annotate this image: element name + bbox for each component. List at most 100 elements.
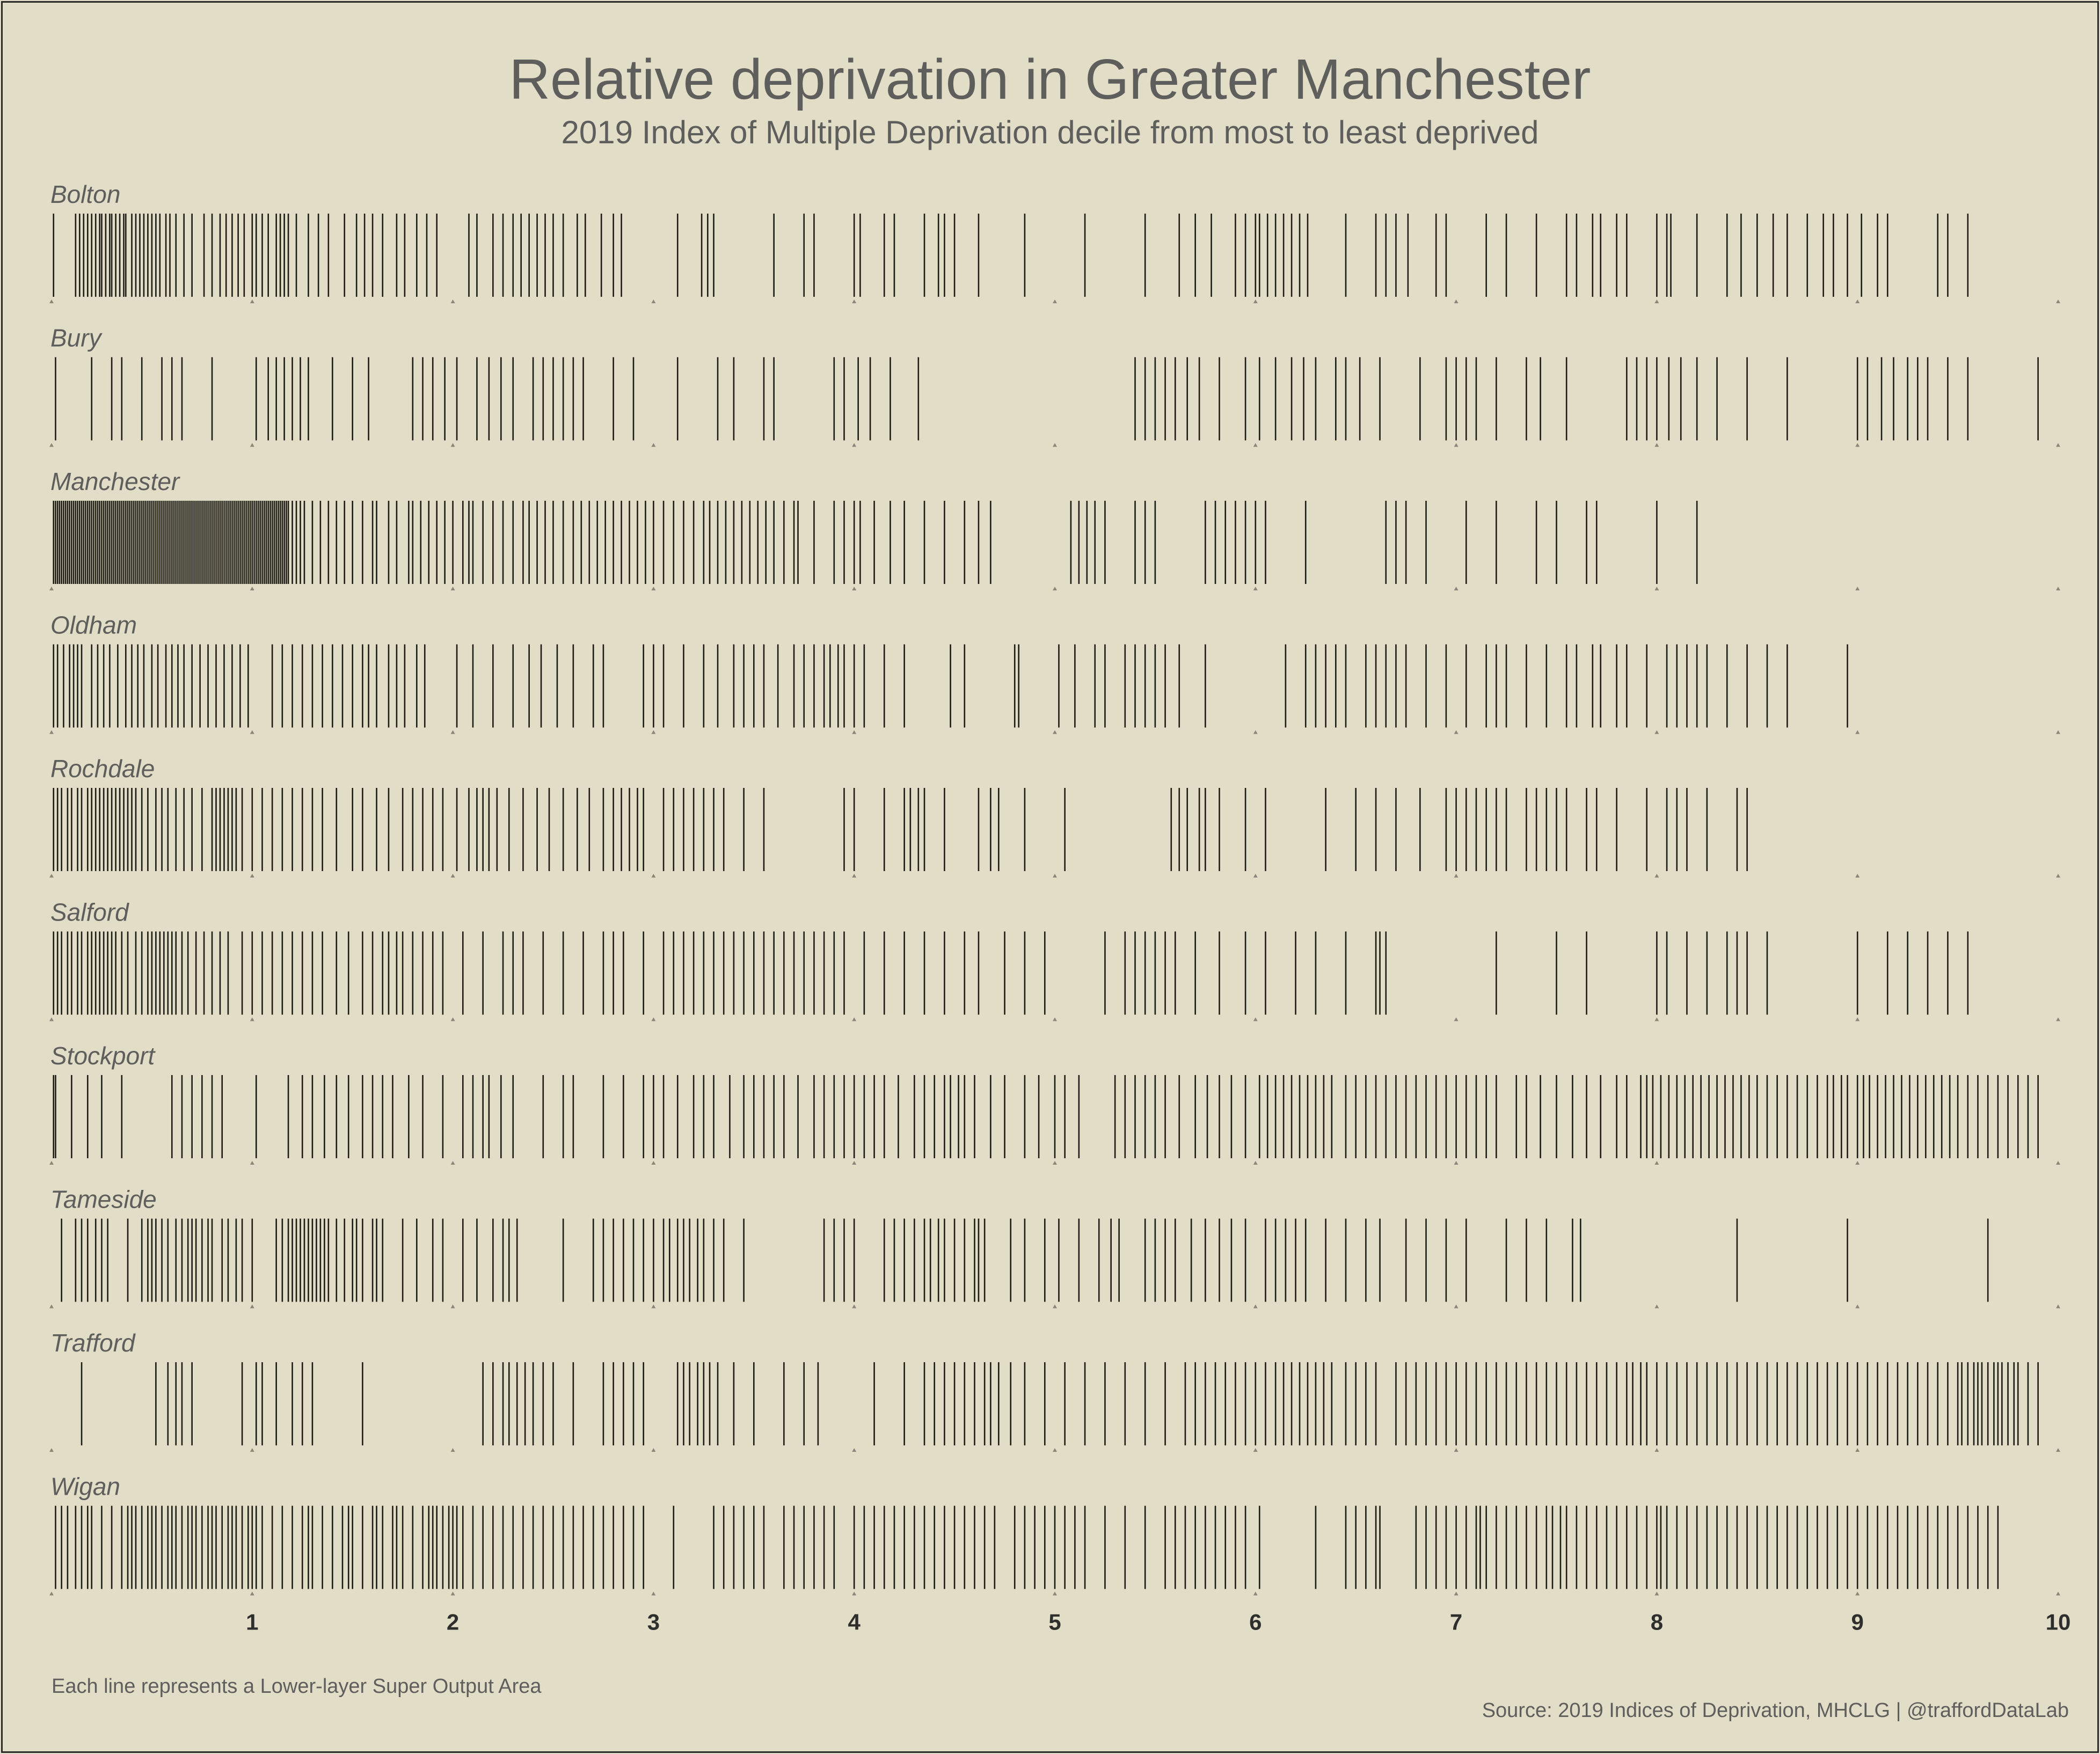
axis-tick-mark bbox=[1654, 587, 1659, 590]
axis-tick-mark bbox=[1654, 299, 1659, 303]
axis-tick-mark bbox=[1053, 1448, 1057, 1452]
axis-tick-mark bbox=[1454, 443, 1459, 447]
axis-tick-mark bbox=[1654, 1591, 1659, 1596]
x-tick-label: 7 bbox=[1450, 1610, 1462, 1635]
axis-tick-mark bbox=[2056, 1304, 2060, 1309]
axis-tick-mark bbox=[1855, 1591, 1860, 1596]
facet-label: Bury bbox=[50, 324, 103, 352]
axis-tick-mark bbox=[2056, 1448, 2060, 1452]
facet-salford: Salford bbox=[49, 898, 2060, 1021]
axis-tick-mark bbox=[1855, 874, 1860, 878]
axis-tick-mark bbox=[450, 1017, 455, 1021]
facet-label: Oldham bbox=[50, 611, 137, 639]
axis-tick-mark bbox=[651, 1591, 656, 1596]
chart-caption: Each line represents a Lower-layer Super… bbox=[52, 1675, 542, 1698]
axis-tick-mark bbox=[651, 1161, 656, 1165]
axis-tick-mark bbox=[1053, 1161, 1057, 1165]
axis-tick-mark bbox=[852, 1017, 857, 1021]
axis-tick-mark bbox=[1654, 1161, 1659, 1165]
facet-trafford: Trafford bbox=[49, 1329, 2060, 1452]
x-tick-label: 8 bbox=[1651, 1610, 1663, 1635]
axis-tick-mark bbox=[49, 730, 54, 734]
facet-tameside: Tameside bbox=[49, 1186, 2060, 1309]
axis-tick-mark bbox=[450, 587, 455, 590]
axis-tick-mark bbox=[1855, 1304, 1860, 1309]
axis-tick-mark bbox=[49, 587, 54, 590]
axis-tick-mark bbox=[1053, 443, 1057, 447]
x-tick-label: 1 bbox=[246, 1610, 258, 1635]
axis-tick-mark bbox=[1654, 1017, 1659, 1021]
facet-rochdale: Rochdale bbox=[49, 755, 2060, 878]
facet-label: Bolton bbox=[50, 180, 120, 208]
axis-tick-mark bbox=[1454, 1017, 1459, 1021]
axis-tick-mark bbox=[1253, 874, 1258, 878]
axis-tick-mark bbox=[651, 730, 656, 734]
axis-tick-mark bbox=[250, 1017, 254, 1021]
axis-tick-mark bbox=[852, 730, 857, 734]
axis-tick-mark bbox=[250, 874, 254, 878]
axis-tick-mark bbox=[250, 1448, 254, 1452]
x-tick-label: 5 bbox=[1048, 1610, 1061, 1635]
axis-tick-mark bbox=[2056, 730, 2060, 734]
axis-tick-mark bbox=[1855, 1448, 1860, 1452]
axis-tick-mark bbox=[49, 1591, 54, 1596]
x-tick-label: 10 bbox=[2046, 1610, 2071, 1635]
axis-tick-mark bbox=[250, 1304, 254, 1309]
axis-tick-mark bbox=[651, 1017, 656, 1021]
axis-tick-mark bbox=[1253, 443, 1258, 447]
axis-tick-mark bbox=[1654, 874, 1659, 878]
axis-tick-mark bbox=[1654, 730, 1659, 734]
axis-tick-mark bbox=[1454, 1591, 1459, 1596]
axis-tick-mark bbox=[250, 443, 254, 447]
axis-tick-mark bbox=[1053, 299, 1057, 303]
axis-tick-mark bbox=[1053, 1591, 1057, 1596]
axis-tick-mark bbox=[1053, 1304, 1057, 1309]
facet-bolton: Bolton bbox=[49, 180, 2060, 303]
axis-tick-mark bbox=[49, 1304, 54, 1309]
axis-tick-mark bbox=[1253, 1591, 1258, 1596]
axis-tick-mark bbox=[1654, 1448, 1659, 1452]
facet-label: Trafford bbox=[50, 1329, 136, 1357]
facet-label: Stockport bbox=[50, 1042, 156, 1070]
axis-tick-mark bbox=[250, 587, 254, 590]
axis-tick-mark bbox=[1253, 299, 1258, 303]
axis-tick-mark bbox=[1855, 299, 1860, 303]
axis-tick-mark bbox=[1454, 587, 1459, 590]
facet-stockport: Stockport bbox=[49, 1042, 2060, 1165]
x-tick-label: 4 bbox=[848, 1610, 861, 1635]
axis-tick-mark bbox=[852, 299, 857, 303]
chart-subtitle: 2019 Index of Multiple Deprivation decil… bbox=[561, 114, 1539, 150]
axis-tick-mark bbox=[250, 730, 254, 734]
axis-tick-mark bbox=[450, 443, 455, 447]
facet-manchester: Manchester bbox=[49, 467, 2060, 590]
axis-tick-mark bbox=[1253, 587, 1258, 590]
axis-tick-mark bbox=[2056, 874, 2060, 878]
axis-tick-mark bbox=[49, 1161, 54, 1165]
axis-tick-mark bbox=[1053, 730, 1057, 734]
axis-tick-mark bbox=[1253, 1161, 1258, 1165]
axis-tick-mark bbox=[250, 299, 254, 303]
axis-tick-mark bbox=[250, 1591, 254, 1596]
axis-tick-mark bbox=[49, 1448, 54, 1452]
axis-tick-mark bbox=[1855, 443, 1860, 447]
axis-tick-mark bbox=[1855, 730, 1860, 734]
axis-tick-mark bbox=[1454, 1448, 1459, 1452]
axis-tick-mark bbox=[450, 299, 455, 303]
x-tick-label: 6 bbox=[1249, 1610, 1262, 1635]
axis-tick-mark bbox=[1253, 730, 1258, 734]
axis-tick-mark bbox=[651, 587, 656, 590]
axis-tick-mark bbox=[852, 874, 857, 878]
axis-tick-mark bbox=[1855, 1161, 1860, 1165]
axis-tick-mark bbox=[852, 1448, 857, 1452]
axis-tick-mark bbox=[250, 1161, 254, 1165]
axis-tick-mark bbox=[1654, 443, 1659, 447]
axis-tick-mark bbox=[852, 1591, 857, 1596]
axis-tick-mark bbox=[1253, 1304, 1258, 1309]
facet-label: Tameside bbox=[50, 1186, 157, 1214]
facet-wigan: Wigan bbox=[49, 1473, 2060, 1596]
axis-tick-mark bbox=[1253, 1448, 1258, 1452]
facet-label: Salford bbox=[50, 898, 129, 926]
x-tick-label: 9 bbox=[1851, 1610, 1864, 1635]
